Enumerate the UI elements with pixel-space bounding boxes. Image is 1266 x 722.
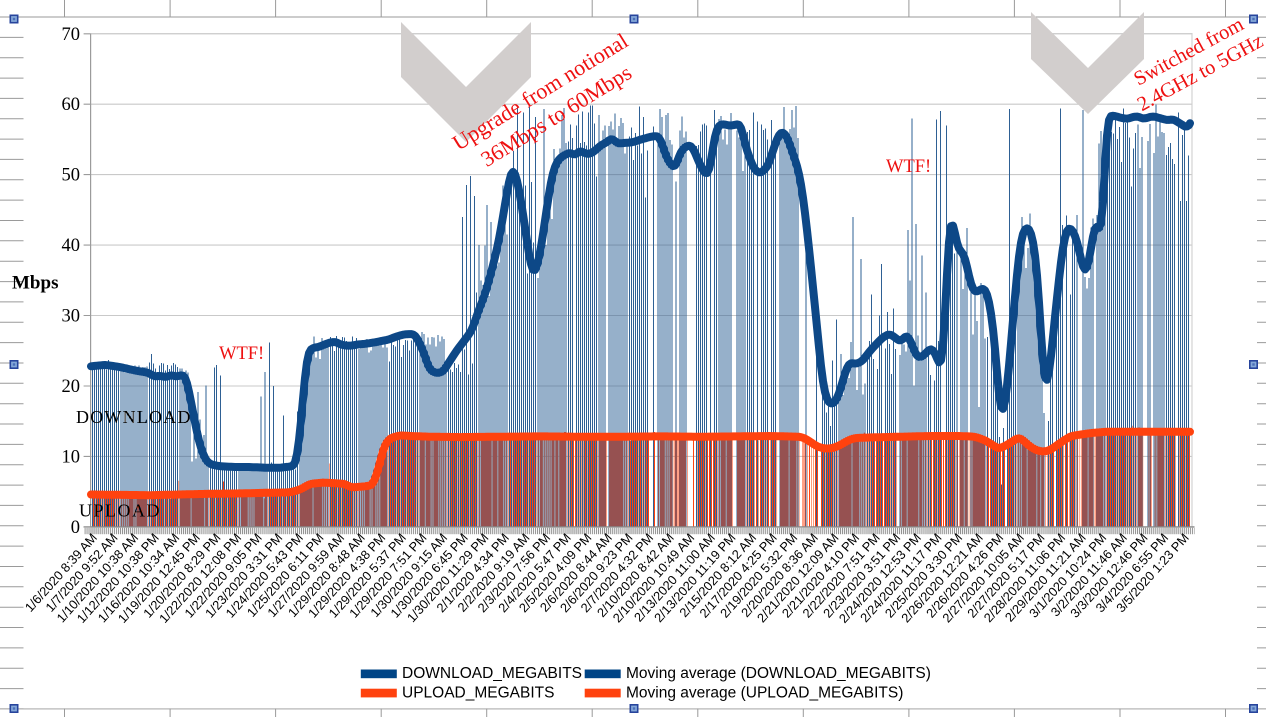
svg-text:Moving average (DOWNLOAD_MEGAB: Moving average (DOWNLOAD_MEGABITS) bbox=[626, 665, 931, 682]
svg-text:Mbps: Mbps bbox=[12, 273, 58, 294]
svg-text:WTF!: WTF! bbox=[886, 157, 931, 177]
svg-text:60: 60 bbox=[62, 95, 81, 115]
svg-text:0: 0 bbox=[71, 518, 80, 538]
svg-text:40: 40 bbox=[62, 236, 81, 256]
svg-text:UPLOAD: UPLOAD bbox=[79, 501, 161, 521]
svg-text:DOWNLOAD_MEGABITS: DOWNLOAD_MEGABITS bbox=[402, 665, 582, 682]
svg-text:20: 20 bbox=[62, 377, 81, 397]
svg-text:10: 10 bbox=[62, 447, 81, 467]
svg-text:WTF!: WTF! bbox=[219, 344, 264, 364]
svg-text:30: 30 bbox=[62, 307, 81, 327]
svg-text:50: 50 bbox=[62, 166, 81, 186]
svg-text:DOWNLOAD: DOWNLOAD bbox=[76, 407, 192, 427]
svg-text:Moving average (UPLOAD_MEGABIT: Moving average (UPLOAD_MEGABITS) bbox=[626, 684, 903, 701]
svg-text:70: 70 bbox=[62, 25, 81, 45]
svg-text:UPLOAD_MEGABITS: UPLOAD_MEGABITS bbox=[402, 684, 554, 701]
